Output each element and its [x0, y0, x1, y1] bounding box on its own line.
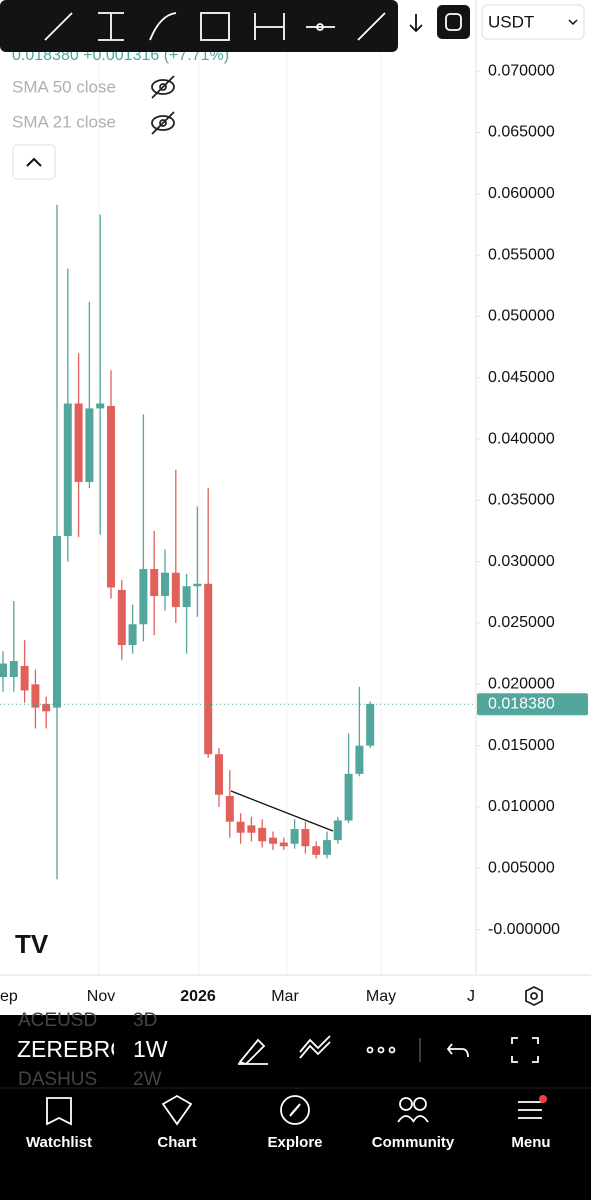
candle-body — [355, 745, 364, 774]
candle-body — [333, 820, 342, 841]
candle-body — [63, 403, 72, 536]
y-tick-label: 0.015000 — [488, 737, 555, 754]
candle-body — [204, 583, 213, 755]
x-tick-label: Mar — [271, 988, 299, 1005]
candle-body — [117, 589, 126, 646]
candle-body — [215, 754, 223, 795]
interval[interactable]: 1W — [133, 1036, 168, 1062]
candle-body — [171, 572, 180, 608]
y-tick-label: 0.005000 — [488, 860, 555, 877]
x-tick-label: Nov — [87, 988, 115, 1005]
candle-body — [42, 703, 51, 712]
x-tick-label: J — [467, 988, 475, 1005]
eye-off[interactable] — [151, 75, 175, 135]
vertical-grid — [98, 0, 382, 975]
y-tick-label: 0.025000 — [488, 614, 555, 631]
logo: TV — [15, 929, 49, 959]
x-tick-label: May — [366, 988, 396, 1005]
y-tick-label: 0.050000 — [488, 308, 555, 325]
interval: 3D — [133, 1010, 157, 1031]
candle-body — [366, 703, 375, 746]
nav-item[interactable]: Chart — [157, 1134, 196, 1151]
currency: USDT — [488, 12, 534, 31]
chart-tools[interactable] — [238, 1035, 539, 1066]
symbol[interactable]: ZEREBRO — [17, 1036, 128, 1062]
y-tick-label: 0.030000 — [488, 553, 555, 570]
y-tick-label: 0.060000 — [488, 185, 555, 202]
candle-body — [344, 773, 353, 821]
trend-line — [230, 790, 334, 832]
candle-body — [290, 829, 299, 844]
candle-body — [279, 842, 288, 847]
candle-body — [20, 665, 29, 691]
candle-body — [150, 569, 159, 597]
collapse-button[interactable] — [12, 144, 56, 180]
plot: -0.000000 0.005000 0.010000 0.015000 0.02000… — [0, 62, 588, 1005]
settings-icon[interactable] — [525, 985, 543, 1007]
candle-body — [312, 846, 321, 855]
y-tick-label: -0.000000 — [488, 921, 560, 938]
icon — [445, 13, 462, 31]
candle-body — [269, 837, 277, 844]
candle-body — [323, 840, 331, 855]
y-tick-label: 0.040000 — [488, 430, 555, 447]
notification-dot — [539, 1095, 547, 1103]
y-tick-label: 0.035000 — [488, 492, 555, 509]
y-tick-label: 0.055000 — [488, 246, 555, 263]
candle-body — [53, 535, 61, 708]
candle-body — [107, 405, 115, 588]
bottom-panel — [0, 1015, 591, 1200]
nav-item[interactable]: Community — [372, 1134, 455, 1151]
nav-item[interactable]: Menu — [511, 1134, 550, 1151]
chevron — [568, 19, 578, 26]
button[interactable] — [437, 5, 470, 39]
candle-body — [31, 684, 40, 708]
candle-body — [182, 586, 191, 608]
last-price-box — [477, 693, 588, 716]
candle-body — [236, 821, 245, 833]
x-tick-label: ep — [0, 988, 18, 1005]
arrow-down — [409, 14, 423, 33]
symbol[interactable]: ACEUSD — [18, 1010, 97, 1031]
indicator: SMA 50 close — [12, 77, 116, 96]
candle-body — [161, 572, 169, 597]
chevron — [26, 157, 42, 167]
candle-body — [193, 583, 202, 587]
interval: 2W — [133, 1069, 162, 1090]
nav-item[interactable]: Watchlist — [26, 1134, 92, 1151]
currency-select[interactable] — [481, 4, 585, 40]
candle-body — [247, 825, 256, 833]
y-tick-label: 0.070000 — [488, 62, 555, 79]
candle-body — [225, 795, 234, 822]
candle-body — [128, 624, 137, 646]
last-price-label: 0.018380 — [488, 695, 555, 712]
y-tick-label: 0.045000 — [488, 369, 555, 386]
nav-bar: Watchlist Chart Explore Community Menu — [26, 1134, 551, 1151]
symbol-clip: ZEREBRO — [17, 1036, 128, 1062]
candle-body — [9, 661, 18, 677]
y-tick-label: 0.010000 — [488, 798, 555, 815]
y-tick-label: 0.065000 — [488, 124, 555, 141]
y-tick-label: 0.020000 — [488, 676, 555, 693]
candle-body — [0, 663, 7, 677]
candle-body — [85, 408, 94, 482]
nav-item[interactable]: Explore — [267, 1134, 322, 1151]
x-tick-label: 2026 — [180, 988, 216, 1005]
candle-body — [301, 829, 310, 847]
symbol[interactable]: DASHUS — [18, 1069, 97, 1090]
candle-body — [258, 827, 267, 842]
tool-icons[interactable] — [44, 12, 386, 41]
candle-body — [74, 403, 83, 482]
candle-body — [139, 569, 148, 625]
candle-body — [96, 403, 105, 409]
indicator: SMA 21 close — [12, 112, 116, 131]
nav-icons — [46, 1094, 542, 1126]
